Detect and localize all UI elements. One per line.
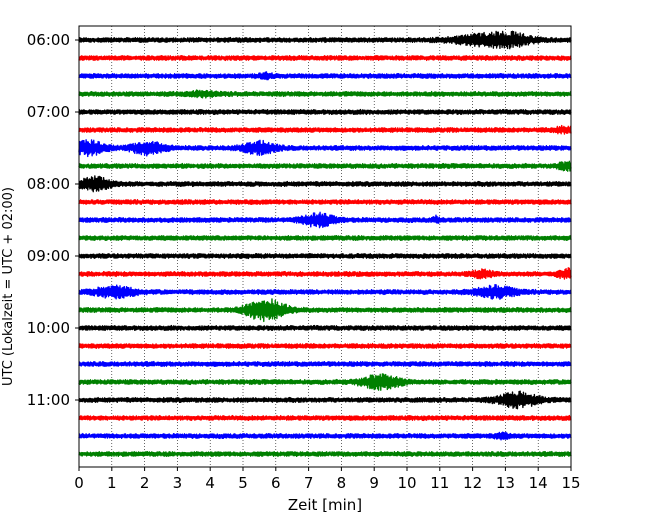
trace-0615 [78,54,572,62]
y-axis-label: UTC (Lokalzeit = UTC + 02:00) [1,187,16,386]
x-tick-label: 4 [205,474,215,492]
x-tick-label: 5 [238,474,248,492]
y-tick-label: 11:00 [27,391,70,409]
x-tick-label: 6 [271,474,281,492]
tick-layer: 0 1 2 3 4 5 6 7 8 9 10 11 12 13 14 1506:0007:0008:0009:… [27,31,581,492]
x-tick-label: 13 [496,474,515,492]
y-tick-label: 07:00 [27,103,70,121]
x-tick-label: 2 [140,474,150,492]
trace-layer [78,30,572,458]
x-axis-label: Zeit [min] [288,496,362,514]
trace-0945 [78,298,572,323]
trace-0915 [78,267,572,280]
trace-0830 [78,211,572,229]
x-tick-label: 10 [397,474,416,492]
y-tick-label: 06:00 [27,31,70,49]
x-tick-label: 11 [430,474,449,492]
trace-1000 [78,324,572,332]
x-tick-label: 9 [369,474,379,492]
x-tick-label: 7 [304,474,314,492]
trace-0745 [78,160,572,172]
y-tick-label: 09:00 [27,247,70,265]
trace-0815 [78,198,572,206]
trace-1145 [78,450,572,458]
trace-1100 [78,390,572,410]
plot-frame [78,25,572,468]
y-tick-label: 08:00 [27,175,70,193]
trace-0930 [78,283,572,300]
x-tick-label: 8 [337,474,347,492]
trace-0800 [78,175,572,193]
trace-1030 [78,360,572,368]
x-tick-label: 3 [173,474,183,492]
trace-1130 [78,431,572,441]
trace-0645 [78,89,572,99]
trace-0730 [78,139,572,158]
trace-0630 [78,71,572,81]
x-tick-label: 14 [529,474,548,492]
x-tick-label: 0 [74,474,84,492]
trace-0715 [78,124,572,135]
trace-1045 [78,373,572,391]
trace-0700 [78,108,572,116]
trace-0900 [78,252,572,260]
x-tick-label: 12 [463,474,482,492]
trace-1015 [78,342,572,350]
trace-0600 [78,30,572,50]
trace-1115 [78,414,572,422]
x-tick-label: 1 [107,474,117,492]
x-tick-label: 15 [561,474,580,492]
trace-0845 [78,234,572,242]
y-tick-label: 10:00 [27,319,70,337]
